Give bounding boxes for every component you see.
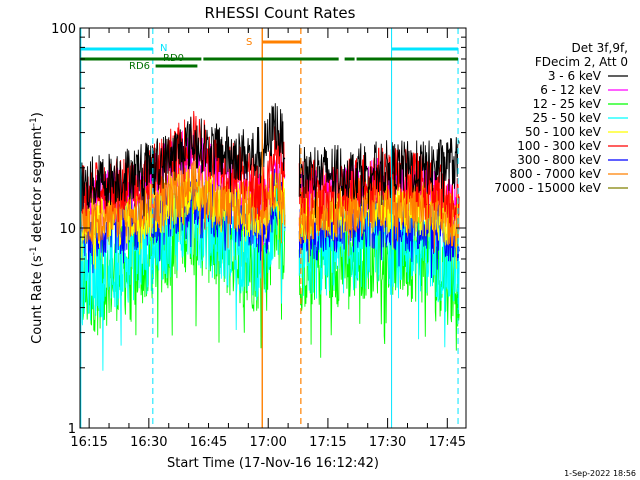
chart-title: RHESSI Count Rates [205,4,356,22]
y-axis-label-part2: detector segment [30,126,45,246]
y-axis-label-sup1: -1 [29,246,39,255]
x-tick-label: 17:15 [309,435,346,450]
y-axis-label-part3: ) [30,112,45,117]
legend-header-line2: FDecim 2, Att 0 [535,55,628,69]
x-tick-label: 17:30 [369,435,406,450]
series-line [79,103,460,219]
x-tick-label: 16:15 [70,435,107,450]
legend-label: 12 - 25 keV [533,97,602,111]
legend-label: 50 - 100 keV [525,125,602,139]
legend-label: 6 - 12 keV [540,83,602,97]
y-axis-ticks: 1 10 100 [51,22,466,437]
legend-label: 25 - 50 keV [533,111,602,125]
y-axis-label: Count Rate (s-1 detector segment-1) [29,112,45,344]
legend-label: 300 - 800 keV [517,153,601,167]
footer-date: 1-Sep-2022 18:56 [564,469,636,478]
x-tick-label: 17:45 [429,435,466,450]
annotation-label-rd6: RD6 [129,61,150,72]
legend-header-line1: Det 3f,9f, [572,41,629,55]
y-tick-label: 10 [59,222,76,237]
legend-label: 3 - 6 keV [548,69,602,83]
x-axis-label: Start Time (17-Nov-16 16:12:42) [167,456,379,471]
x-axis-ticks: 16:15 16:30 16:45 17:00 17:15 17:30 17:45 [70,28,466,450]
annotation-label-s: S [246,37,252,48]
legend-label: 7000 - 15000 keV [494,181,601,195]
legend-label: 800 - 7000 keV [510,167,602,181]
legend-label: 100 - 300 keV [517,139,601,153]
series-layer [79,103,460,371]
x-tick-label: 17:00 [249,435,286,450]
x-tick-label: 16:30 [130,435,167,450]
annotation-label-n: N [160,43,167,54]
y-tick-label: 1 [68,422,76,437]
annotation-label-rd0: RD0 [163,53,184,64]
x-tick-label: 16:45 [190,435,227,450]
y-tick-label: 100 [51,22,76,37]
y-axis-label-part1: Count Rate (s [30,255,45,344]
y-axis-label-sup2: -1 [29,117,39,126]
